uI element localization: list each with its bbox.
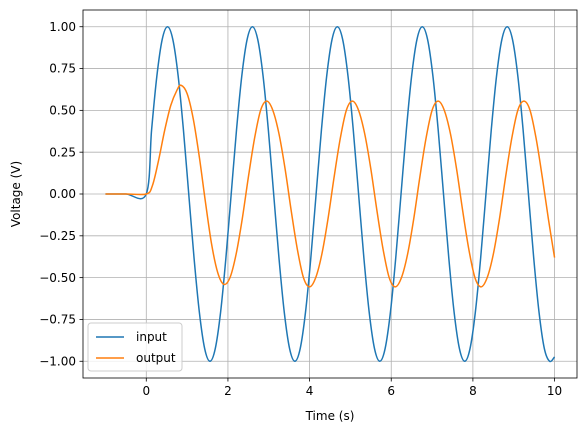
series-line-input — [105, 25, 556, 363]
y-tick-label: 0.25 — [49, 145, 76, 159]
legend: input output — [87, 322, 183, 372]
y-axis-label: Voltage (V) — [9, 161, 23, 227]
x-axis-label: Time (s) — [305, 409, 355, 423]
y-tick-label: 0.75 — [49, 62, 76, 76]
axis-ticks: 0 2 4 6 8 10 −1.00 −0.75 −0.50 −0.25 0.00 0.25 0.50 0… — [39, 20, 562, 398]
y-tick-label: −1.00 — [39, 354, 76, 368]
y-tick-label: 0.50 — [49, 104, 76, 118]
y-tick-label: 0.00 — [49, 187, 76, 201]
grid-lines — [83, 10, 577, 378]
legend-label-output: output — [136, 351, 176, 365]
x-tick-label: 2 — [224, 384, 232, 398]
series-layer — [105, 25, 556, 363]
series-line-output — [105, 84, 556, 288]
x-tick-label: 10 — [547, 384, 562, 398]
y-tick-label: −0.75 — [39, 313, 76, 327]
x-tick-label: 6 — [387, 384, 395, 398]
y-tick-label: −0.50 — [39, 271, 76, 285]
legend-box — [87, 322, 183, 372]
x-tick-label: 0 — [142, 384, 150, 398]
x-tick-label: 4 — [306, 384, 314, 398]
legend-label-input: input — [136, 330, 167, 344]
x-tick-label: 8 — [469, 384, 477, 398]
y-tick-label: −0.25 — [39, 229, 76, 243]
y-tick-label: 1.00 — [49, 20, 76, 34]
